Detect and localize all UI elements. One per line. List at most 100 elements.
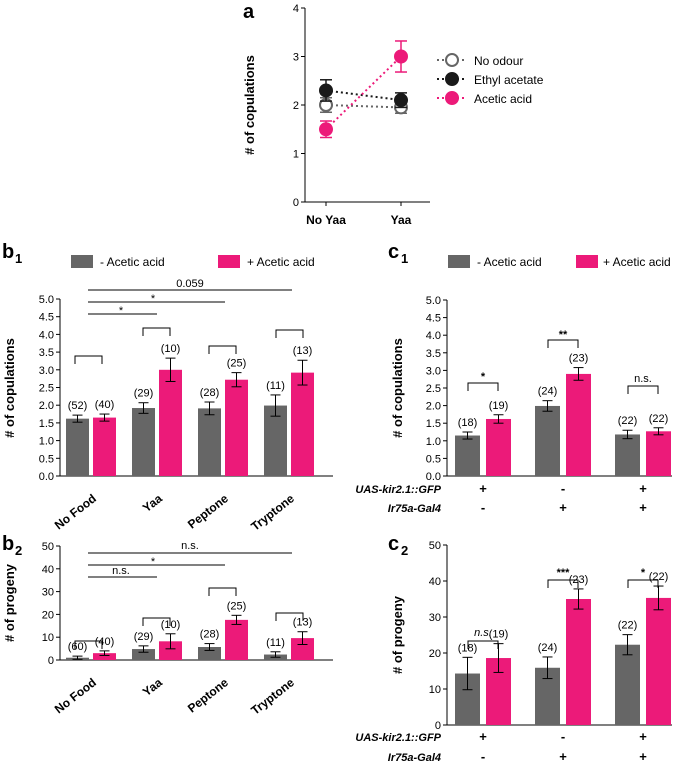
legend-label: - Acetic acid (477, 255, 542, 269)
annotation-ns: n.s. (112, 565, 130, 577)
y-axis-title: # of copulations (242, 55, 257, 155)
annotation-significance: * (151, 556, 156, 568)
y-tick-label: 5.0 (426, 295, 441, 307)
y-tick-label: 0 (435, 720, 441, 732)
bar (566, 373, 591, 476)
legend-swatch (71, 255, 93, 268)
panel-sublabel: 1 (401, 251, 408, 266)
sample-size-label: (22) (618, 620, 638, 632)
panel-sublabel: 1 (15, 251, 22, 266)
x-tick-label: Tryptone (248, 675, 297, 717)
y-tick-label: 0.0 (39, 471, 54, 483)
panel-label: b (2, 533, 14, 555)
significance-bracket (74, 640, 103, 649)
legend-marker (445, 72, 459, 86)
bar (291, 372, 314, 476)
genotype-mark: + (479, 729, 487, 744)
y-tick-label: 4.0 (426, 330, 441, 342)
legend-label: Acetic acid (474, 92, 532, 106)
bar (132, 649, 155, 660)
sample-size-label: (52) (68, 400, 88, 412)
genotype-mark: - (561, 729, 565, 744)
genotype-mark: - (481, 749, 485, 764)
genotype-mark: - (481, 500, 485, 515)
y-tick-label: 0 (293, 197, 299, 209)
legend-swatch (448, 255, 470, 268)
annotation-significance: * (481, 371, 486, 383)
annotation-ns: n.s. (474, 627, 492, 639)
y-tick-label: 10 (42, 632, 54, 644)
y-tick-label: 0 (48, 655, 54, 667)
y-axis-title: # of copulations (390, 338, 405, 438)
panel-label: a (243, 1, 255, 23)
legend-label: Ethyl acetate (474, 73, 544, 87)
sample-size-label: (22) (618, 415, 638, 427)
sample-size-label: (40) (95, 636, 115, 648)
significance-bracket (467, 640, 499, 649)
x-tick-label: Yaa (391, 213, 412, 227)
sample-size-label: (18) (458, 417, 478, 429)
bar (159, 641, 182, 660)
y-tick-label: 30 (429, 612, 441, 624)
genotype-mark: + (639, 481, 647, 496)
significance-bracket (467, 382, 499, 391)
significance-bracket (142, 327, 171, 336)
significance-bracket (275, 612, 304, 621)
sample-size-label: (13) (293, 345, 313, 357)
sample-size-label: (28) (200, 387, 220, 399)
y-tick-label: 1.5 (426, 418, 441, 430)
bar (93, 653, 116, 660)
annotation-significance: * (641, 567, 646, 579)
bar (225, 619, 248, 660)
legend-label: + Acetic acid (603, 255, 671, 269)
sample-size-label: (13) (293, 617, 313, 629)
significance-bracket (547, 579, 579, 588)
series-line-no-odour (325, 104, 402, 109)
bar (198, 408, 221, 476)
x-tick-label: No Yaa (306, 213, 346, 227)
legend-marker (445, 53, 459, 67)
bar (646, 597, 671, 725)
legend-label: No odour (474, 54, 523, 68)
y-tick-label: 2.0 (39, 400, 54, 412)
sample-size-label: (11) (266, 380, 285, 392)
annotation-significance: * (151, 293, 156, 305)
genotype-mark: + (639, 500, 647, 515)
y-tick-label: 4.5 (426, 313, 441, 325)
x-tick-label: No Food (52, 675, 99, 716)
x-tick-label: Yaa (140, 491, 165, 515)
y-tick-label: 50 (429, 540, 441, 552)
significance-bracket (627, 385, 659, 394)
y-tick-label: 2.0 (426, 401, 441, 413)
y-tick-label: 4.5 (39, 312, 54, 324)
sample-size-label: (22) (649, 413, 669, 425)
y-tick-label: 1 (293, 149, 299, 161)
panel-label: b (2, 241, 14, 263)
panel-sublabel: 2 (15, 543, 22, 558)
bar (615, 434, 640, 476)
bar (93, 417, 116, 476)
y-tick-label: 3.5 (39, 347, 54, 359)
y-tick-label: 30 (42, 587, 54, 599)
sample-size-label: (29) (134, 631, 154, 643)
sample-size-label: (28) (200, 629, 220, 641)
genotype-mark: + (559, 749, 567, 764)
series-line-ethyl-acetate (325, 89, 402, 102)
annotation-ns: n.s. (634, 373, 652, 385)
sample-size-label: (25) (227, 600, 247, 612)
sample-size-label: (11) (266, 637, 285, 649)
significance-bracket (142, 617, 171, 626)
legend-label: + Acetic acid (247, 255, 315, 269)
genotype-label: UAS-kir2.1::GFP (355, 484, 441, 496)
bar (535, 405, 560, 476)
y-tick-label: 0.0 (426, 471, 441, 483)
significance-bracket (627, 579, 659, 588)
sample-size-label: (10) (161, 343, 181, 355)
y-tick-label: 3 (293, 52, 299, 64)
y-tick-label: 3.0 (426, 365, 441, 377)
sample-size-label: (60) (68, 641, 88, 653)
y-tick-label: 2 (293, 100, 299, 112)
bar (566, 599, 591, 725)
panel-label: c (388, 241, 399, 263)
